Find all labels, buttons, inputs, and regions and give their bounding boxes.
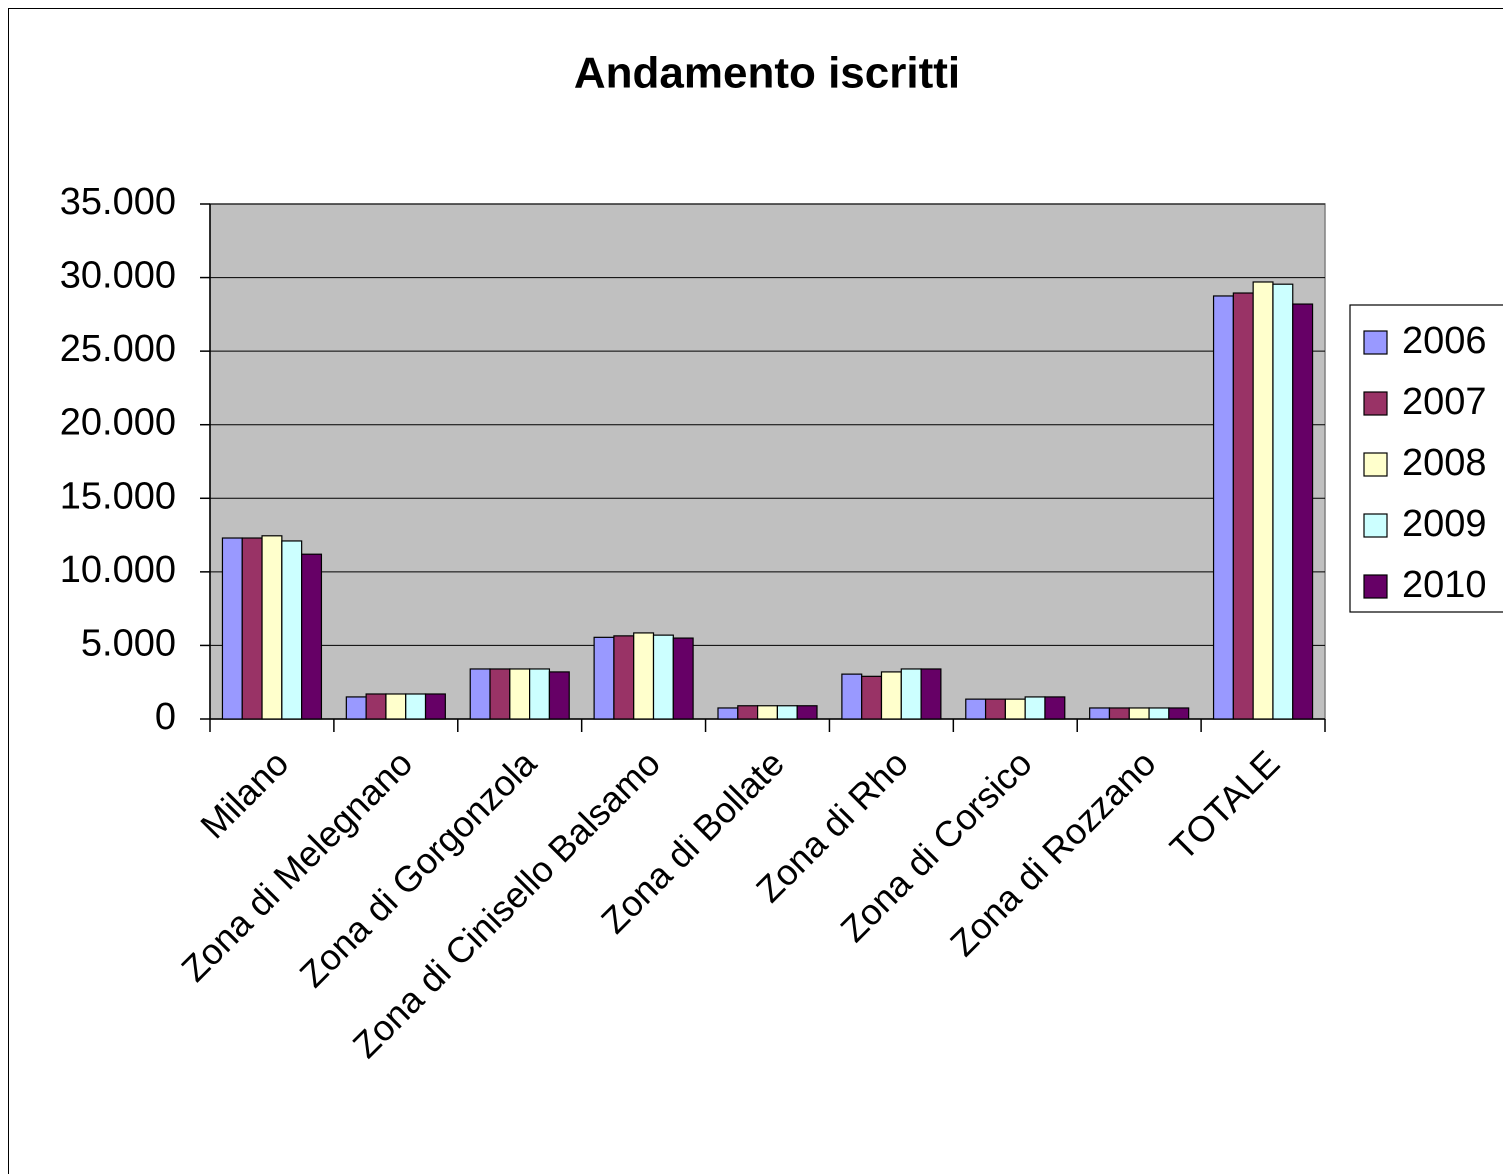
bar bbox=[900, 668, 922, 720]
bar bbox=[861, 675, 883, 720]
bar bbox=[1168, 707, 1190, 720]
bar bbox=[1128, 707, 1150, 720]
chart-title: Andamento iscritti bbox=[574, 49, 960, 98]
bar bbox=[1212, 295, 1234, 720]
bar bbox=[221, 537, 243, 720]
bar bbox=[529, 668, 551, 720]
bar bbox=[548, 671, 570, 720]
bar bbox=[672, 637, 694, 720]
bar bbox=[1108, 707, 1130, 720]
y-tick-label: 30.000 bbox=[60, 255, 176, 297]
bar bbox=[1292, 303, 1314, 720]
bar bbox=[1004, 698, 1026, 720]
bar bbox=[424, 693, 446, 720]
bar bbox=[593, 636, 615, 720]
bar bbox=[1272, 283, 1294, 720]
bar bbox=[345, 696, 367, 720]
bar bbox=[1044, 696, 1066, 720]
bar bbox=[1232, 292, 1254, 720]
bar bbox=[965, 698, 987, 720]
legend-swatch bbox=[1363, 513, 1388, 538]
bar bbox=[509, 668, 531, 720]
legend-label: 2007 bbox=[1402, 381, 1487, 423]
legend-label: 2008 bbox=[1402, 442, 1487, 484]
legend-swatch bbox=[1363, 574, 1388, 599]
bar bbox=[613, 635, 635, 720]
bar bbox=[984, 698, 1006, 720]
legend-swatch bbox=[1363, 452, 1388, 477]
bar bbox=[717, 707, 739, 720]
bar bbox=[489, 668, 511, 720]
y-tick-label: 10.000 bbox=[60, 549, 176, 591]
bar bbox=[469, 668, 491, 720]
plot-area bbox=[209, 203, 1326, 720]
bar bbox=[737, 705, 759, 720]
bar bbox=[1252, 281, 1274, 720]
y-tick-label: 5.000 bbox=[81, 622, 176, 664]
bar bbox=[1148, 707, 1170, 720]
bar bbox=[385, 693, 407, 720]
legend-swatch bbox=[1363, 330, 1388, 355]
bar bbox=[1024, 696, 1046, 720]
bar bbox=[405, 693, 427, 720]
y-tick-label: 0 bbox=[155, 696, 176, 738]
bar bbox=[301, 553, 323, 720]
bar bbox=[261, 535, 283, 720]
bar bbox=[281, 540, 303, 720]
bar bbox=[796, 705, 818, 720]
y-tick-label: 25.000 bbox=[60, 328, 176, 370]
bar bbox=[841, 673, 863, 720]
bar bbox=[920, 668, 942, 720]
legend-swatch bbox=[1363, 391, 1388, 416]
y-tick-label: 20.000 bbox=[60, 402, 176, 444]
legend-label: 2010 bbox=[1402, 564, 1487, 606]
bar bbox=[776, 705, 798, 720]
bar bbox=[241, 537, 263, 720]
legend-label: 2009 bbox=[1402, 503, 1487, 545]
y-tick-label: 35.000 bbox=[60, 181, 176, 223]
legend-label: 2006 bbox=[1402, 320, 1487, 362]
bar bbox=[652, 634, 674, 720]
bar bbox=[365, 693, 387, 720]
bar bbox=[756, 705, 778, 720]
y-tick-label: 15.000 bbox=[60, 475, 176, 517]
bar bbox=[880, 671, 902, 720]
bar bbox=[1089, 707, 1111, 720]
bar bbox=[633, 632, 655, 720]
